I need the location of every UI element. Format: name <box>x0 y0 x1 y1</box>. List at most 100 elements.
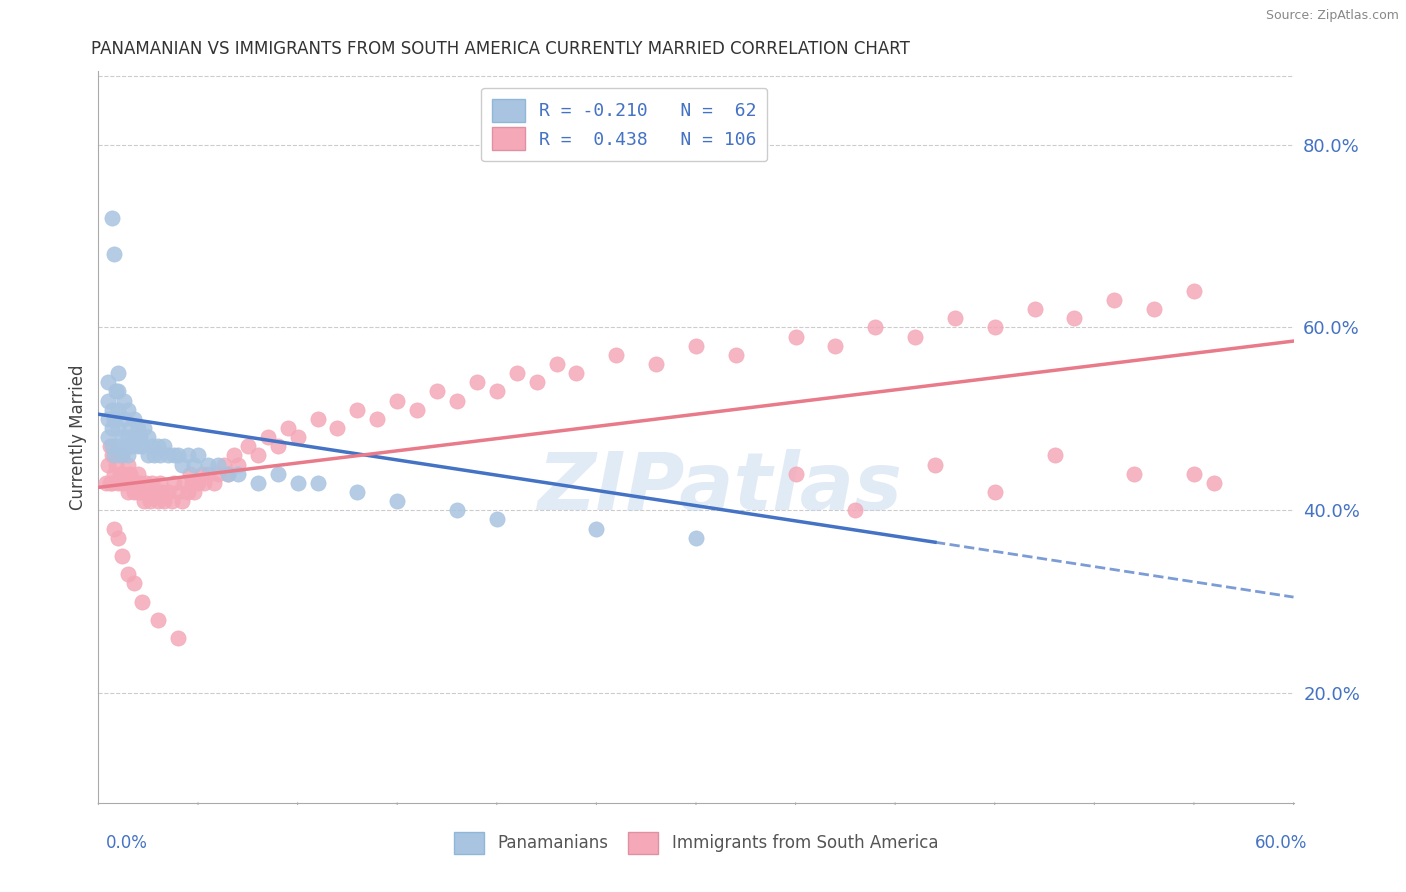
Point <box>115 439 138 453</box>
Point <box>1024 302 1046 317</box>
Point <box>135 475 157 490</box>
Point <box>129 430 152 444</box>
Point <box>134 494 156 508</box>
Legend: Panamanians, Immigrants from South America: Panamanians, Immigrants from South Ameri… <box>447 826 945 860</box>
Point <box>984 320 1007 334</box>
Point <box>943 311 966 326</box>
Point <box>287 475 309 490</box>
Point <box>105 384 128 399</box>
Point <box>485 512 508 526</box>
Point <box>226 458 249 472</box>
Point <box>724 348 747 362</box>
Point <box>465 375 488 389</box>
Point <box>217 467 239 481</box>
Point <box>526 375 548 389</box>
Point <box>127 439 149 453</box>
Point <box>125 430 148 444</box>
Point <box>236 439 259 453</box>
Point <box>117 458 139 472</box>
Point <box>183 458 205 472</box>
Point <box>97 430 120 444</box>
Point <box>149 475 172 490</box>
Point <box>107 421 129 435</box>
Point <box>924 458 946 472</box>
Point <box>197 467 219 481</box>
Point <box>173 475 195 490</box>
Point <box>111 448 134 462</box>
Point <box>307 412 329 426</box>
Point <box>150 485 173 500</box>
Point <box>565 366 588 380</box>
Point <box>117 567 139 582</box>
Point <box>277 421 299 435</box>
Point <box>131 439 153 453</box>
Point <box>446 393 468 408</box>
Point <box>103 412 125 426</box>
Point <box>127 467 149 481</box>
Point <box>96 475 118 490</box>
Point <box>121 475 143 490</box>
Point <box>98 439 122 453</box>
Point <box>167 632 190 646</box>
Point <box>124 576 146 591</box>
Point <box>187 475 209 490</box>
Point <box>984 485 1007 500</box>
Point <box>129 475 152 490</box>
Point <box>605 348 627 362</box>
Point <box>136 485 159 500</box>
Point <box>1123 467 1146 481</box>
Point <box>426 384 449 399</box>
Point <box>110 467 132 481</box>
Point <box>148 494 170 508</box>
Point <box>785 467 807 481</box>
Point <box>97 375 120 389</box>
Y-axis label: Currently Married: Currently Married <box>69 364 87 510</box>
Text: 0.0%: 0.0% <box>105 834 148 852</box>
Point <box>246 475 269 490</box>
Point <box>585 521 607 535</box>
Point <box>307 475 329 490</box>
Point <box>267 467 290 481</box>
Point <box>117 430 139 444</box>
Point <box>506 366 529 380</box>
Point <box>101 421 124 435</box>
Point <box>1063 311 1085 326</box>
Point <box>366 412 388 426</box>
Point <box>865 320 887 334</box>
Point <box>111 448 134 462</box>
Point <box>127 421 149 435</box>
Point <box>148 439 170 453</box>
Point <box>246 448 269 462</box>
Point <box>256 430 278 444</box>
Point <box>172 494 194 508</box>
Point <box>163 475 186 490</box>
Point <box>103 467 125 481</box>
Point <box>117 448 139 462</box>
Point <box>167 485 190 500</box>
Point <box>153 494 176 508</box>
Point <box>141 439 163 453</box>
Point <box>101 211 124 225</box>
Point <box>111 475 134 490</box>
Point <box>107 448 129 462</box>
Point <box>139 494 162 508</box>
Point <box>124 412 146 426</box>
Point <box>103 521 125 535</box>
Point <box>112 412 135 426</box>
Point <box>136 448 159 462</box>
Point <box>179 467 201 481</box>
Point <box>287 430 309 444</box>
Point <box>97 412 120 426</box>
Text: Source: ZipAtlas.com: Source: ZipAtlas.com <box>1265 9 1399 22</box>
Point <box>163 448 186 462</box>
Point <box>107 475 129 490</box>
Point <box>183 485 205 500</box>
Point <box>207 467 229 481</box>
Point <box>385 393 409 408</box>
Point <box>1143 302 1166 317</box>
Point <box>217 467 239 481</box>
Point <box>124 485 146 500</box>
Point <box>904 329 927 343</box>
Point <box>107 439 129 453</box>
Point <box>143 448 166 462</box>
